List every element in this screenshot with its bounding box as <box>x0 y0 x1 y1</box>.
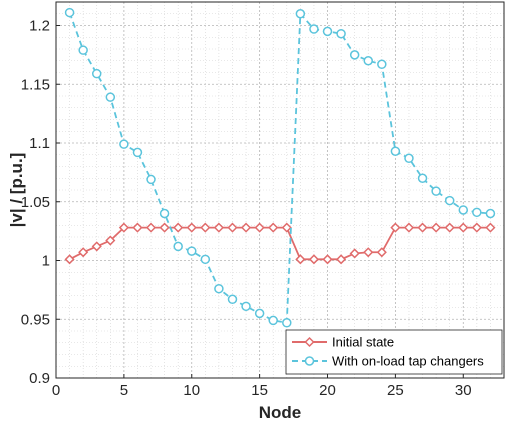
y-tick-label: 0.95 <box>21 311 50 328</box>
plot-area <box>56 2 504 378</box>
x-tick-label: 10 <box>183 382 200 399</box>
y-tick-label: 1.2 <box>29 18 50 35</box>
legend-label-tap-changers: With on-load tap changers <box>332 354 484 369</box>
data-point-circle <box>282 318 292 328</box>
data-point-circle <box>227 294 238 305</box>
data-point-circle <box>336 28 346 39</box>
data-point-diamond <box>471 222 482 233</box>
data-point-diamond <box>363 247 374 258</box>
legend-marker-diamond <box>304 336 315 348</box>
data-point-circle <box>187 246 197 256</box>
y-axis-ticks: 0.9 0.95 1 1.05 1.1 1.15 1.2 <box>21 18 60 387</box>
data-point-circle <box>268 315 278 326</box>
data-point-diamond <box>241 222 252 233</box>
data-point-circle <box>91 68 102 79</box>
data-point-diamond <box>254 222 265 233</box>
data-point-circle <box>309 24 319 34</box>
data-point-diamond <box>349 248 360 259</box>
data-point-diamond <box>403 222 415 233</box>
y-tick-label: 1.05 <box>21 194 50 211</box>
data-point-circle <box>377 59 387 70</box>
legend-label-initial-state: Initial state <box>332 335 394 350</box>
data-point-circle <box>254 308 265 319</box>
y-tick-label: 1.15 <box>21 76 50 93</box>
x-tick-label: 5 <box>120 382 128 399</box>
data-point-diamond <box>186 222 197 233</box>
data-point-diamond <box>64 254 75 265</box>
data-point-diamond <box>145 222 157 233</box>
major-grid <box>56 2 504 378</box>
legend: Initial state With on-load tap changers <box>285 329 503 375</box>
series-1 <box>64 222 496 265</box>
data-point-diamond <box>91 241 102 252</box>
x-tick-label: 30 <box>455 382 472 399</box>
x-tick-label: 20 <box>319 382 336 399</box>
x-tick-label: 0 <box>52 382 60 399</box>
data-point-circle <box>485 208 496 219</box>
data-point-diamond <box>118 222 129 233</box>
series-layer <box>64 7 496 328</box>
y-tick-label: 0.9 <box>29 370 50 387</box>
series-2 <box>64 7 496 328</box>
data-point-diamond <box>105 235 116 246</box>
data-point-circle <box>132 147 143 158</box>
x-tick-label: 15 <box>251 382 268 399</box>
data-point-circle <box>322 26 333 37</box>
data-point-circle <box>472 207 482 218</box>
legend-box <box>285 329 503 375</box>
data-point-diamond <box>281 222 292 233</box>
data-point-diamond <box>458 222 469 233</box>
data-point-circle <box>159 208 170 219</box>
data-point-diamond <box>173 222 184 233</box>
data-point-circle <box>444 195 455 206</box>
data-point-diamond <box>336 254 347 265</box>
data-point-circle <box>241 301 251 312</box>
data-point-diamond <box>308 254 319 265</box>
y-tick-label: 1.1 <box>29 135 50 152</box>
data-point-circle <box>363 56 373 66</box>
data-point-diamond <box>431 222 442 233</box>
data-point-diamond <box>444 222 455 233</box>
data-point-diamond <box>159 222 170 233</box>
data-point-circle <box>105 92 116 102</box>
data-point-diamond <box>200 222 211 233</box>
data-point-diamond <box>268 222 279 233</box>
y-axis-title: |v| / [p.u.] <box>7 153 26 228</box>
data-point-circle <box>146 174 156 185</box>
data-point-circle <box>295 9 306 19</box>
data-point-circle <box>173 241 183 252</box>
y-tick-label: 1 <box>42 253 50 270</box>
data-point-diamond <box>295 254 306 265</box>
data-point-diamond <box>485 222 496 233</box>
data-point-diamond <box>376 247 387 258</box>
data-point-circle <box>119 139 129 149</box>
data-point-circle <box>349 50 360 60</box>
data-point-circle <box>214 283 224 294</box>
data-point-diamond <box>78 247 89 258</box>
data-point-circle <box>417 173 428 183</box>
x-axis-ticks: 0 5 10 15 20 25 30 <box>52 374 472 399</box>
x-axis-title: Node <box>259 403 302 422</box>
data-point-diamond <box>390 222 401 233</box>
data-point-circle <box>404 153 414 164</box>
data-point-diamond <box>213 222 224 233</box>
data-point-diamond <box>417 222 428 233</box>
legend-marker-circle <box>304 356 315 366</box>
data-point-circle <box>458 205 469 215</box>
data-point-diamond <box>227 222 238 233</box>
data-point-diamond <box>132 222 143 233</box>
data-point-circle <box>390 146 401 156</box>
x-tick-label: 25 <box>387 382 404 399</box>
data-point-circle <box>78 45 88 55</box>
plot-frame <box>55 1 505 379</box>
data-point-circle <box>64 7 75 18</box>
data-point-diamond <box>322 254 333 265</box>
data-point-circle <box>431 186 441 196</box>
data-point-circle <box>200 254 211 265</box>
